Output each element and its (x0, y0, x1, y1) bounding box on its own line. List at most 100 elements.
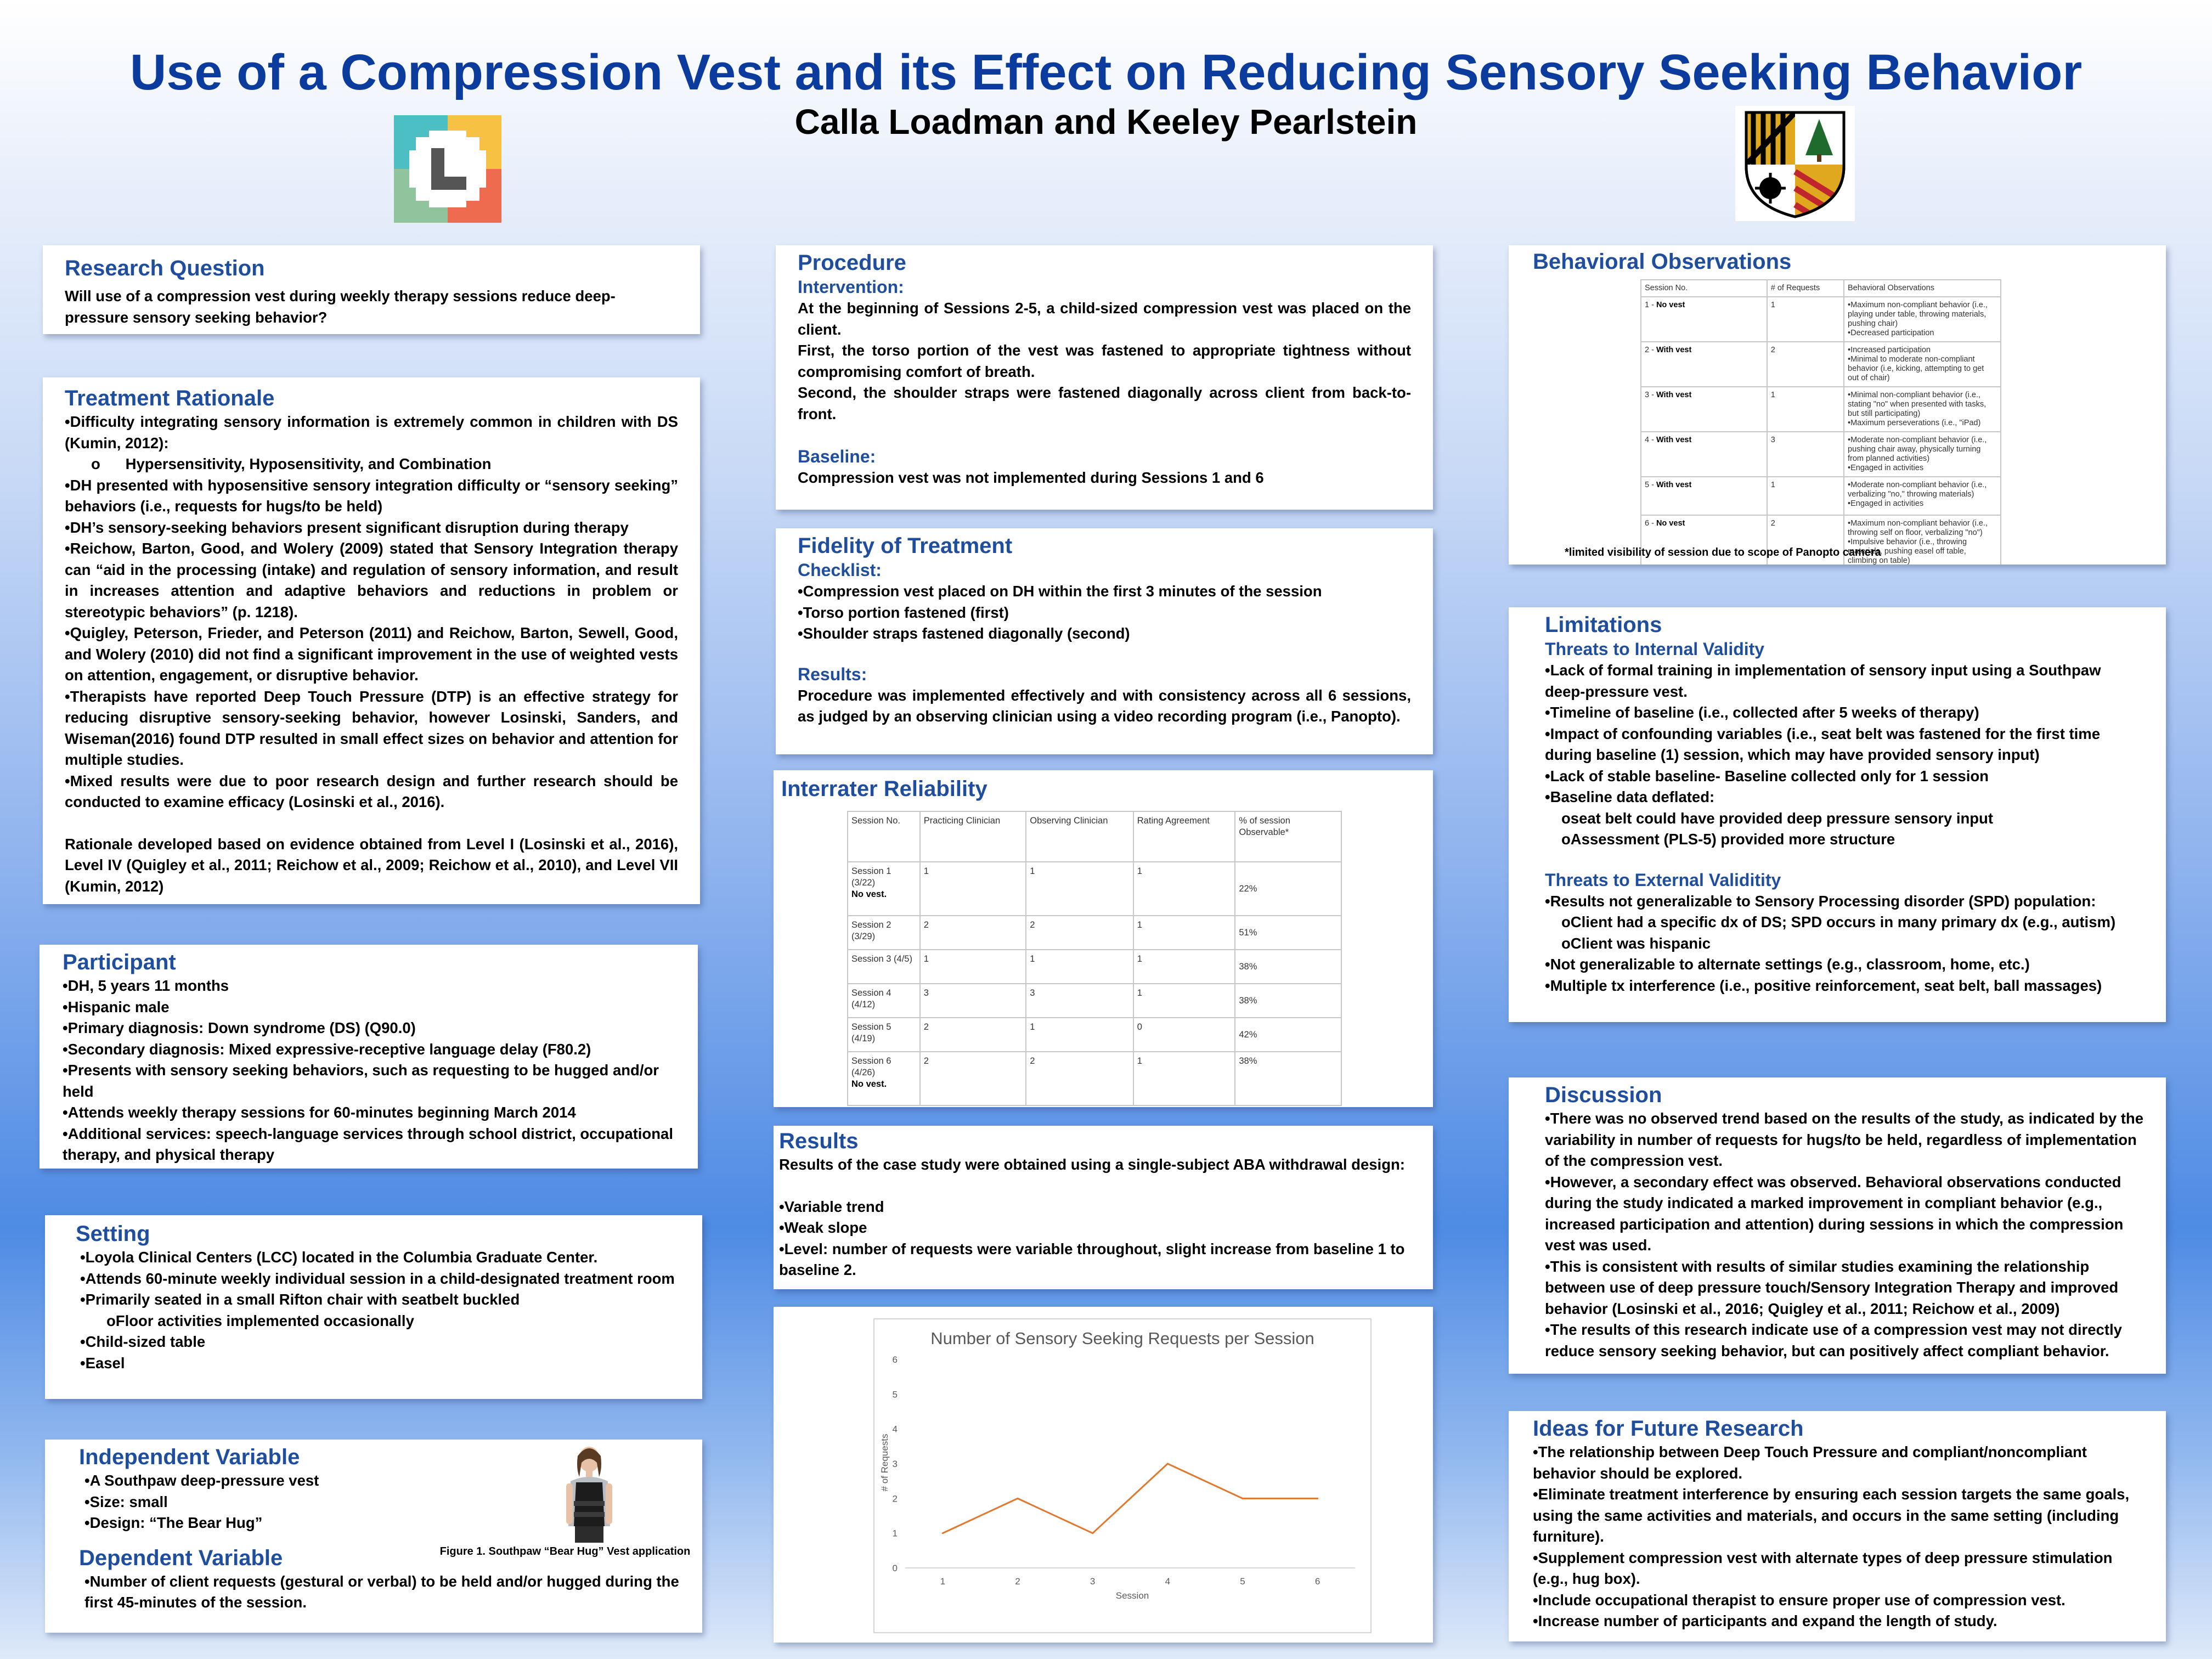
results-panel: Results Results of the case study were o… (774, 1126, 1433, 1289)
column-header: Observing Clinician (1025, 811, 1134, 862)
table-cell: Session 6 (4/26) (851, 1056, 891, 1077)
table-cell: 1 (1132, 861, 1236, 916)
table-cell: Session 2 (3/29) (847, 915, 921, 950)
table-row: Session 1 (3/22) No vest. 1 1 1 22% (847, 861, 1342, 916)
table-cell: •Increased participation (1848, 346, 1931, 354)
independent-variable-list: •A Southpaw deep-pressure vest •Size: sm… (79, 1470, 680, 1534)
list-item: •Attends weekly therapy sessions for 60-… (63, 1104, 576, 1121)
internal-validity-heading: Threats to Internal Validity (1545, 639, 1765, 659)
table-row: Session 5 (4/19) 2 1 0 42% (847, 1017, 1342, 1052)
list-item: •Attends 60-minute weekly individual ses… (80, 1269, 675, 1287)
checklist: •Compression vest placed on DH within th… (798, 581, 1411, 645)
intervention-step-1: First, the torso portion of the vest was… (798, 342, 1411, 380)
table-cell: 3 (919, 983, 1027, 1018)
table-cell: 22% (1234, 861, 1342, 916)
list-item: •Lack of stable baseline- Baseline colle… (1545, 767, 1989, 785)
setting-panel: Setting •Loyola Clinical Centers (LCC) l… (45, 1215, 702, 1399)
list-item: oseat belt could have provided deep pres… (1561, 809, 1994, 827)
table-cell: 2 (1766, 341, 1845, 387)
x-axis-label: Session (1116, 1590, 1149, 1601)
list-item: •Secondary diagnosis: Mixed expressive-r… (63, 1040, 591, 1058)
setting-heading: Setting (76, 1222, 150, 1246)
table-cell: 5 - (1645, 481, 1656, 489)
list-item: •DH’s sensory-seeking behaviors present … (65, 518, 629, 536)
limitations-heading: Limitations (1545, 613, 1662, 637)
list-item: •DH, 5 years 11 months (63, 977, 229, 994)
column-header: Rating Agreement (1132, 811, 1236, 862)
fidelity-heading: Fidelity of Treatment (798, 534, 1013, 558)
chart-frame (873, 1318, 1372, 1633)
list-item: •Supplement compression vest with altern… (1533, 1549, 2113, 1588)
x-tick-label: 6 (1315, 1576, 1320, 1587)
limitations-panel: Limitations Threats to Internal Validity… (1509, 607, 2166, 1022)
table-cell: •Engaged in activities (1848, 464, 1924, 472)
table-cell: 2 (919, 915, 1027, 950)
list-item: •Eliminate treatment interference by ens… (1533, 1486, 2130, 1545)
list-item: •Quigley, Peterson, Frieder, and Peterso… (65, 624, 678, 684)
intervention-text: At the beginning of Sessions 2-5, a chil… (798, 298, 1411, 425)
table-row: 1 - No vest 1 •Maximum non-compliant beh… (1640, 296, 2001, 342)
table-cell: •Moderate non-compliant behavior (i.e., … (1848, 436, 1987, 463)
table-cell: 1 (1025, 949, 1134, 984)
participant-list: •DH, 5 years 11 months •Hispanic male •P… (63, 975, 676, 1166)
research-question-text: Will use of a compression vest during we… (65, 287, 616, 326)
list-item: •Compression vest placed on DH within th… (798, 583, 1322, 600)
column-header: Behavioral Observations (1843, 279, 2001, 297)
table-cell: 51% (1234, 915, 1342, 950)
data-point (1317, 1497, 1319, 1499)
table-cell: 2 - (1645, 346, 1656, 354)
list-item: •Impact of confounding variables (i.e., … (1545, 725, 2101, 764)
table-cell-note: No vest. (851, 889, 887, 899)
list-item: •Primarily seated in a small Rifton chai… (80, 1291, 520, 1308)
list-item: •Presents with sensory seeking behaviors… (63, 1062, 659, 1100)
table-cell: •Maximum non-compliant behavior (i.e., p… (1848, 301, 1988, 328)
table-cell: •Impulsive behavior (i.e., throwing mate… (1848, 538, 1967, 565)
table-cell-condition: With vest (1656, 481, 1692, 489)
table-row: 2 - With vest 2 •Increased participation… (1640, 341, 2001, 387)
y-tick-label: 3 (893, 1459, 898, 1469)
list-item: •The results of this research indicate u… (1545, 1321, 2122, 1359)
future-research-list: •The relationship between Deep Touch Pre… (1533, 1442, 2144, 1632)
table-cell: 0 (1132, 1017, 1236, 1052)
list-item: •Weak slope (779, 1219, 867, 1236)
discussion-list: •There was no observed trend based on th… (1545, 1108, 2144, 1362)
data-point (1017, 1497, 1019, 1499)
table-cell-condition: No vest (1656, 519, 1685, 528)
y-tick-label: 1 (893, 1528, 898, 1539)
treatment-rationale-heading: Treatment Rationale (65, 386, 275, 410)
table-row: Session 4 (4/12) 3 3 1 38% (847, 983, 1342, 1018)
table-cell: 1 (1025, 1017, 1134, 1052)
list-item: •Baseline data deflated: (1545, 788, 1715, 805)
results-list: •Variable trend •Weak slope •Level: numb… (779, 1197, 1425, 1281)
table-cell: Session 5 (4/19) (847, 1017, 921, 1052)
table-cell: 6 - (1645, 519, 1656, 528)
behavioral-footnote: *limited visibility of session due to sc… (1565, 546, 1881, 558)
table-cell: •Moderate non-compliant behavior (i.e., … (1848, 481, 1987, 499)
table-cell-condition: With vest (1656, 436, 1692, 444)
table-cell-condition: With vest (1656, 391, 1692, 399)
results-heading: Results (779, 1129, 859, 1153)
list-item: •Not generalizable to alternate settings… (1545, 956, 2030, 973)
table-cell: Session 1 (3/22) (851, 866, 891, 888)
table-cell: 2 (1766, 515, 1845, 565)
poster-title: Use of a Compression Vest and its Effect… (129, 44, 2083, 100)
baseline-text: Compression vest was not implemented dur… (798, 469, 1264, 486)
table-cell: 3 (1766, 431, 1845, 477)
list-item: •Size: small (84, 1493, 168, 1510)
table-cell: •Minimal to moderate non-compliant behav… (1848, 355, 1984, 382)
poster-authors: Calla Loadman and Keeley Pearlstein (794, 102, 1418, 142)
list-item: oClient was hispanic (1561, 934, 1711, 952)
intervention-intro: At the beginning of Sessions 2-5, a chil… (798, 300, 1411, 338)
table-cell: 38% (1234, 1051, 1342, 1106)
interrater-panel: Interrater Reliability Session No. Pract… (774, 770, 1433, 1107)
list-item: •Difficulty integrating sensory informat… (65, 413, 678, 452)
list-item: •Lack of formal training in implementati… (1545, 662, 2101, 700)
list-item: •Loyola Clinical Centers (LCC) located i… (80, 1249, 598, 1266)
list-item: •DH presented with hyposensitive sensory… (65, 476, 678, 515)
dependent-variable-heading: Dependent Variable (79, 1545, 283, 1570)
interrater-table: Session No. Practicing Clinician Observi… (847, 811, 1342, 1106)
table-row: 3 - With vest 1 •Minimal non-compliant b… (1640, 386, 2001, 432)
data-point (941, 1532, 944, 1534)
external-validity-heading: Threats to External Validitity (1545, 870, 1781, 890)
participant-panel: Participant •DH, 5 years 11 months •Hisp… (40, 945, 698, 1169)
